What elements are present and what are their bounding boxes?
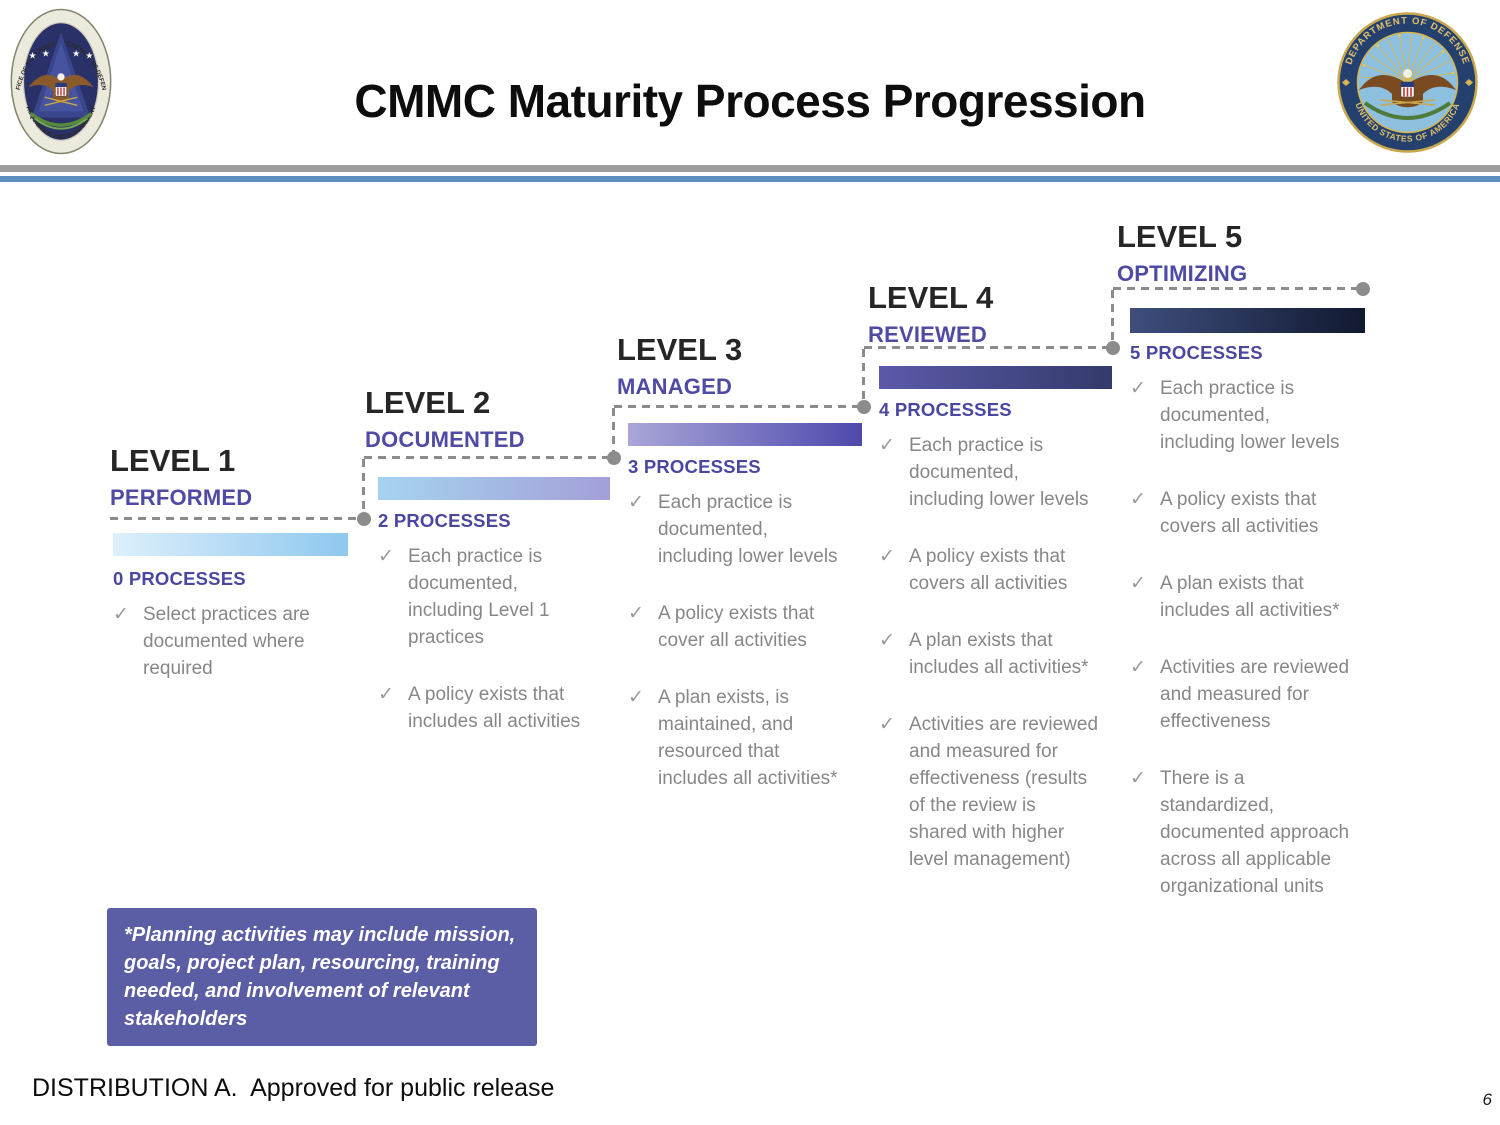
stair-riser-1	[362, 459, 365, 519]
level4-title: LEVEL 4	[868, 280, 994, 315]
stair-line-level5	[1113, 287, 1363, 290]
check-icon: ✓	[879, 435, 895, 456]
level5-bar	[1130, 308, 1365, 333]
stair-node-1	[357, 512, 371, 526]
list-item: ✓ There is a standardized, documented app…	[1130, 765, 1354, 900]
svg-text:★: ★	[29, 51, 37, 61]
level3-title: LEVEL 3	[617, 332, 743, 367]
stair-node-4	[1106, 341, 1120, 355]
level2-body: 2 PROCESSES ✓ Each practice is documented…	[378, 510, 602, 765]
level5-body: 5 PROCESSES ✓ Each practice is documented…	[1130, 342, 1354, 930]
level2-header: LEVEL 2 DOCUMENTED	[365, 385, 625, 453]
level5-title: LEVEL 5	[1117, 219, 1243, 254]
list-item: ✓ Each practice is documented, including …	[628, 489, 852, 570]
level5-processes: 5 PROCESSES	[1130, 342, 1263, 363]
check-icon: ✓	[1130, 768, 1146, 789]
stair-riser-3	[862, 349, 865, 407]
list-item: ✓ Each practice is documented, including …	[879, 432, 1103, 513]
level3-subtitle: MANAGED	[617, 374, 733, 399]
seal-stars: ★ ★ ★ ★	[29, 49, 94, 61]
level4-header: LEVEL 4 REVIEWED	[868, 280, 1128, 348]
divider-blue	[0, 176, 1500, 182]
list-item: ✓ A plan exists, is maintained, and resou…	[628, 684, 852, 792]
level4-subtitle: REVIEWED	[868, 322, 987, 347]
list-item: ✓ Each practice is documented, including …	[378, 543, 602, 651]
stair-line-level4	[864, 346, 1113, 349]
check-icon: ✓	[1130, 657, 1146, 678]
level5-subtitle: OPTIMIZING	[1117, 261, 1248, 286]
dod-seal: DEPARTMENT OF DEFENSE UNITED STATES OF A…	[1337, 12, 1478, 153]
level1-processes: 0 PROCESSES	[113, 568, 246, 589]
level5-header: LEVEL 5 OPTIMIZING	[1117, 219, 1377, 287]
level1-bar	[113, 533, 348, 556]
seal-eagle	[1359, 69, 1456, 108]
level1-body: 0 PROCESSES ✓ Select practices are docume…	[113, 568, 337, 712]
check-icon: ✓	[1130, 489, 1146, 510]
check-icon: ✓	[879, 546, 895, 567]
stair-line-level3	[614, 405, 864, 408]
ousd-acquisition-sustainment-seal: OFFICE OF THE UNDER SECRETARY OF DEFENSE…	[10, 8, 112, 155]
seal-ray-stars	[1362, 34, 1455, 75]
level4-bar	[879, 366, 1112, 389]
check-icon: ✓	[879, 714, 895, 735]
level2-processes: 2 PROCESSES	[378, 510, 511, 531]
level2-bar	[378, 477, 610, 500]
page-title: CMMC Maturity Process Progression	[354, 75, 1146, 127]
level2-subtitle: DOCUMENTED	[365, 427, 525, 452]
level3-processes: 3 PROCESSES	[628, 456, 761, 477]
svg-text:★: ★	[72, 49, 80, 59]
level1-subtitle: PERFORMED	[110, 485, 253, 510]
check-icon: ✓	[628, 492, 644, 513]
svg-text:★: ★	[42, 49, 50, 59]
list-item: ✓ A policy exists that covers all activit…	[879, 543, 1103, 597]
stair-node-5	[1356, 282, 1370, 296]
list-item: ✓ Activities are reviewed and measured fo…	[879, 711, 1103, 873]
list-item: ✓ A plan exists that includes all activit…	[879, 627, 1103, 681]
level3-header: LEVEL 3 MANAGED	[617, 332, 877, 400]
list-item: ✓ A policy exists that cover all activiti…	[628, 600, 852, 654]
list-item: ✓ Activities are reviewed and measured fo…	[1130, 654, 1354, 735]
level1-header: LEVEL 1 PERFORMED	[110, 443, 370, 511]
page-number: 6	[1482, 1090, 1492, 1109]
check-icon: ✓	[113, 604, 129, 625]
stair-riser-4	[1111, 290, 1114, 348]
stair-riser-2	[612, 408, 615, 458]
planning-footnote: *Planning activities may include mission…	[107, 908, 537, 1046]
stair-line-level2	[364, 456, 614, 459]
level1-title: LEVEL 1	[110, 443, 236, 478]
list-item: ✓ A policy exists that includes all activ…	[378, 681, 602, 735]
level2-title: LEVEL 2	[365, 385, 491, 420]
list-item: ✓ Each practice is documented, including …	[1130, 375, 1354, 456]
check-icon: ✓	[378, 684, 394, 705]
list-item: ✓ A policy exists that covers all activit…	[1130, 486, 1354, 540]
check-icon: ✓	[1130, 573, 1146, 594]
stair-line-level1	[110, 517, 364, 520]
seal-wreath	[1363, 101, 1452, 120]
stair-node-3	[857, 400, 871, 414]
stair-node-2	[607, 451, 621, 465]
svg-text:★: ★	[85, 51, 93, 61]
check-icon: ✓	[879, 630, 895, 651]
level3-body: 3 PROCESSES ✓ Each practice is documented…	[628, 456, 852, 822]
level4-body: 4 PROCESSES ✓ Each practice is documented…	[879, 399, 1103, 903]
check-icon: ✓	[1130, 378, 1146, 399]
list-item: ✓ A plan exists that includes all activit…	[1130, 570, 1354, 624]
distribution-statement: DISTRIBUTION A. Approved for public rele…	[32, 1074, 555, 1102]
check-icon: ✓	[378, 546, 394, 567]
divider-gray	[0, 165, 1500, 172]
seal-laurel	[29, 112, 93, 127]
seal-eagle	[28, 73, 94, 106]
check-icon: ✓	[628, 603, 644, 624]
seal-rays	[1361, 35, 1453, 82]
list-item: ✓ Select practices are documented where r…	[113, 601, 337, 682]
check-icon: ✓	[628, 687, 644, 708]
level3-bar	[628, 423, 862, 446]
level4-processes: 4 PROCESSES	[879, 399, 1012, 420]
